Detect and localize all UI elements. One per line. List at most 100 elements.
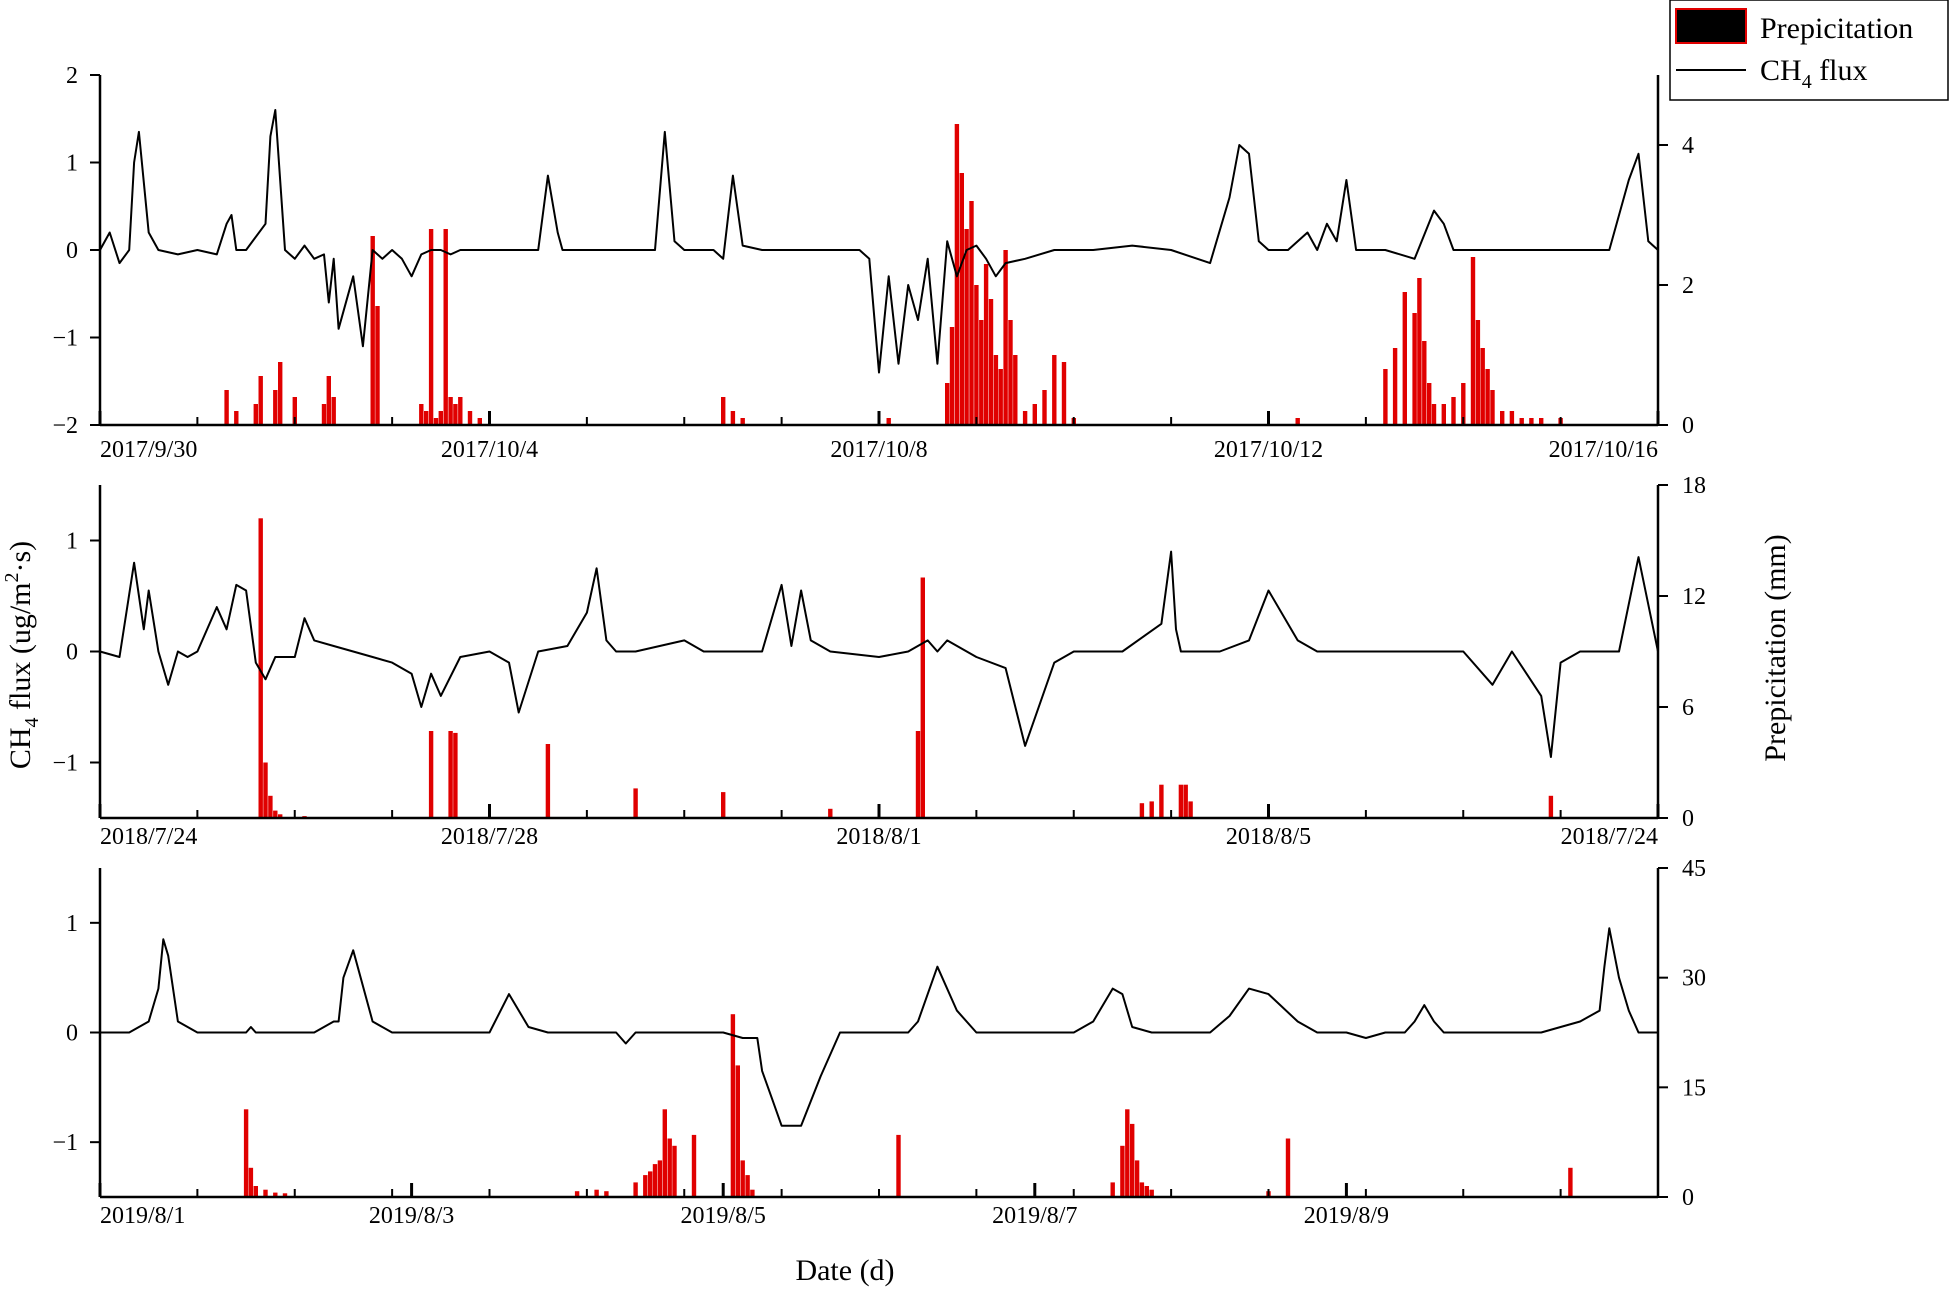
right-tick-label: 4 [1682, 133, 1694, 159]
precipitation-bar [1159, 784, 1164, 818]
precipitation-bar [467, 411, 473, 425]
precipitation-bar [428, 229, 434, 425]
left-tick-label: 1 [66, 911, 78, 937]
precipitation-bar [1130, 1123, 1135, 1197]
precipitation-bar [248, 1167, 254, 1197]
precipitation-bar [448, 397, 453, 425]
precipitation-bar [945, 383, 950, 425]
legend-label-ch4-main: CH [1760, 54, 1802, 87]
precipitation-bar [730, 1014, 736, 1197]
precipitation-bar [740, 418, 745, 425]
precipitation-bar [594, 1189, 599, 1197]
x-tick-label: 2018/7/24 [1561, 824, 1658, 850]
left-axis-title-end: ·s) [4, 541, 37, 573]
precipitation-bar [915, 731, 921, 818]
precipitation-bar [969, 201, 974, 425]
precipitation-bar [1032, 404, 1037, 425]
precipitation-bar [1427, 383, 1432, 425]
precipitation-bar [886, 418, 891, 425]
precipitation-bar [1529, 418, 1534, 425]
precipitation-bar [1144, 1186, 1149, 1197]
precipitation-bar [263, 1189, 268, 1197]
precipitation-bar [998, 369, 1003, 425]
precipitation-bar [1149, 801, 1154, 818]
x-tick-label: 2017/10/16 [1549, 437, 1658, 463]
precipitation-bar [1417, 278, 1422, 425]
precipitation-bar [735, 1065, 740, 1197]
precipitation-bar [234, 411, 239, 425]
precipitation-bar [1461, 383, 1466, 425]
precipitation-bar [1139, 803, 1145, 818]
precipitation-bar [453, 732, 458, 818]
right-tick-label: 0 [1682, 413, 1694, 439]
precipitation-bar [1061, 362, 1067, 425]
right-tick-label: 30 [1682, 966, 1706, 992]
legend-label-ch4-flux: CH4 flux [1760, 54, 1868, 93]
precipitation-bar [545, 744, 551, 818]
panel-2018: 1 0 −1 18 12 6 0 2018/7/24 2018/7/28 2018/8/1 2018… [52, 473, 1706, 850]
right-tick-label: 6 [1682, 695, 1694, 721]
precipitation-bar [949, 327, 955, 425]
precipitation-bar [1392, 348, 1398, 425]
left-tick-label: 1 [66, 151, 78, 177]
precipitation-bar [721, 792, 726, 818]
precipitation-bar [1125, 1109, 1130, 1197]
left-tick-label: 0 [66, 1021, 78, 1047]
precipitation-bar [224, 390, 229, 425]
precipitation-bar [574, 1191, 580, 1197]
precipitation-bar [433, 418, 439, 425]
x-tick-label: 2018/8/5 [1226, 824, 1311, 850]
precipitation-bar [1470, 257, 1476, 425]
left-axis-title-sub: 4 [21, 717, 43, 727]
precipitation-bar [633, 788, 638, 818]
precipitation-bar [988, 299, 994, 425]
precipitation-bar [424, 411, 429, 425]
right-tick-label: 0 [1682, 1185, 1694, 1211]
precipitation-bar [1008, 320, 1013, 425]
precipitation-bar [1383, 369, 1388, 425]
legend-label-ch4-rest: flux [1812, 54, 1868, 87]
precipitation-bar [730, 411, 736, 425]
precipitation-bar [419, 404, 424, 425]
x-tick-label: 2019/8/3 [369, 1203, 454, 1229]
panel-2017: 2 1 0 −1 −2 4 2 0 2017/9/30 2017/10/4 2017/10/8 201… [52, 63, 1694, 463]
precipitation-bar [657, 1160, 663, 1197]
left-tick-label: 2 [66, 63, 78, 89]
precipitation-bar [1548, 795, 1554, 818]
precipitation-bar [740, 1160, 745, 1197]
x-tick-label: 2019/8/7 [992, 1203, 1077, 1229]
left-tick-label: 0 [66, 238, 78, 264]
precipitation-bar [1139, 1182, 1145, 1197]
left-axis-title: CH4 flux (ug/m2·s) [1, 541, 43, 769]
precipitation-bar [1475, 320, 1481, 425]
x-tick-label: 2017/10/4 [441, 437, 538, 463]
precipitation-bar [282, 1193, 288, 1197]
precipitation-bar [643, 1175, 648, 1197]
precipitation-bar [721, 397, 726, 425]
x-tick-label: 2019/8/1 [100, 1203, 185, 1229]
x-tick-label: 2019/8/9 [1304, 1203, 1389, 1229]
precipitation-bar [1178, 784, 1184, 818]
right-tick-label: 15 [1682, 1075, 1706, 1101]
ch4-flux-line [99, 550, 1659, 758]
precipitation-bar [1412, 313, 1417, 425]
precipitation-bar [1568, 1167, 1573, 1197]
legend-swatch-prepicitation [1675, 8, 1747, 44]
precipitation-bar [326, 376, 331, 425]
precipitation-bar [896, 1134, 901, 1197]
precipitation-bar [1500, 411, 1505, 425]
precipitation-bar [1431, 404, 1437, 425]
precipitation-bar [745, 1175, 750, 1197]
precipitation-bar [1402, 292, 1407, 425]
x-tick-label: 2017/10/8 [830, 437, 927, 463]
ch4-flux-line [99, 109, 1659, 374]
right-tick-label: 45 [1682, 856, 1706, 882]
x-tick-label: 2017/10/12 [1214, 437, 1323, 463]
left-tick-label: −2 [52, 413, 78, 439]
legend-label-prepicitation: Prepicitation [1760, 12, 1913, 45]
left-axis-title-main: CH [4, 727, 37, 769]
left-tick-label: −1 [52, 326, 78, 352]
precipitation-bar [920, 577, 925, 818]
precipitation-bar [662, 1109, 667, 1197]
precipitation-bar [1003, 250, 1008, 425]
